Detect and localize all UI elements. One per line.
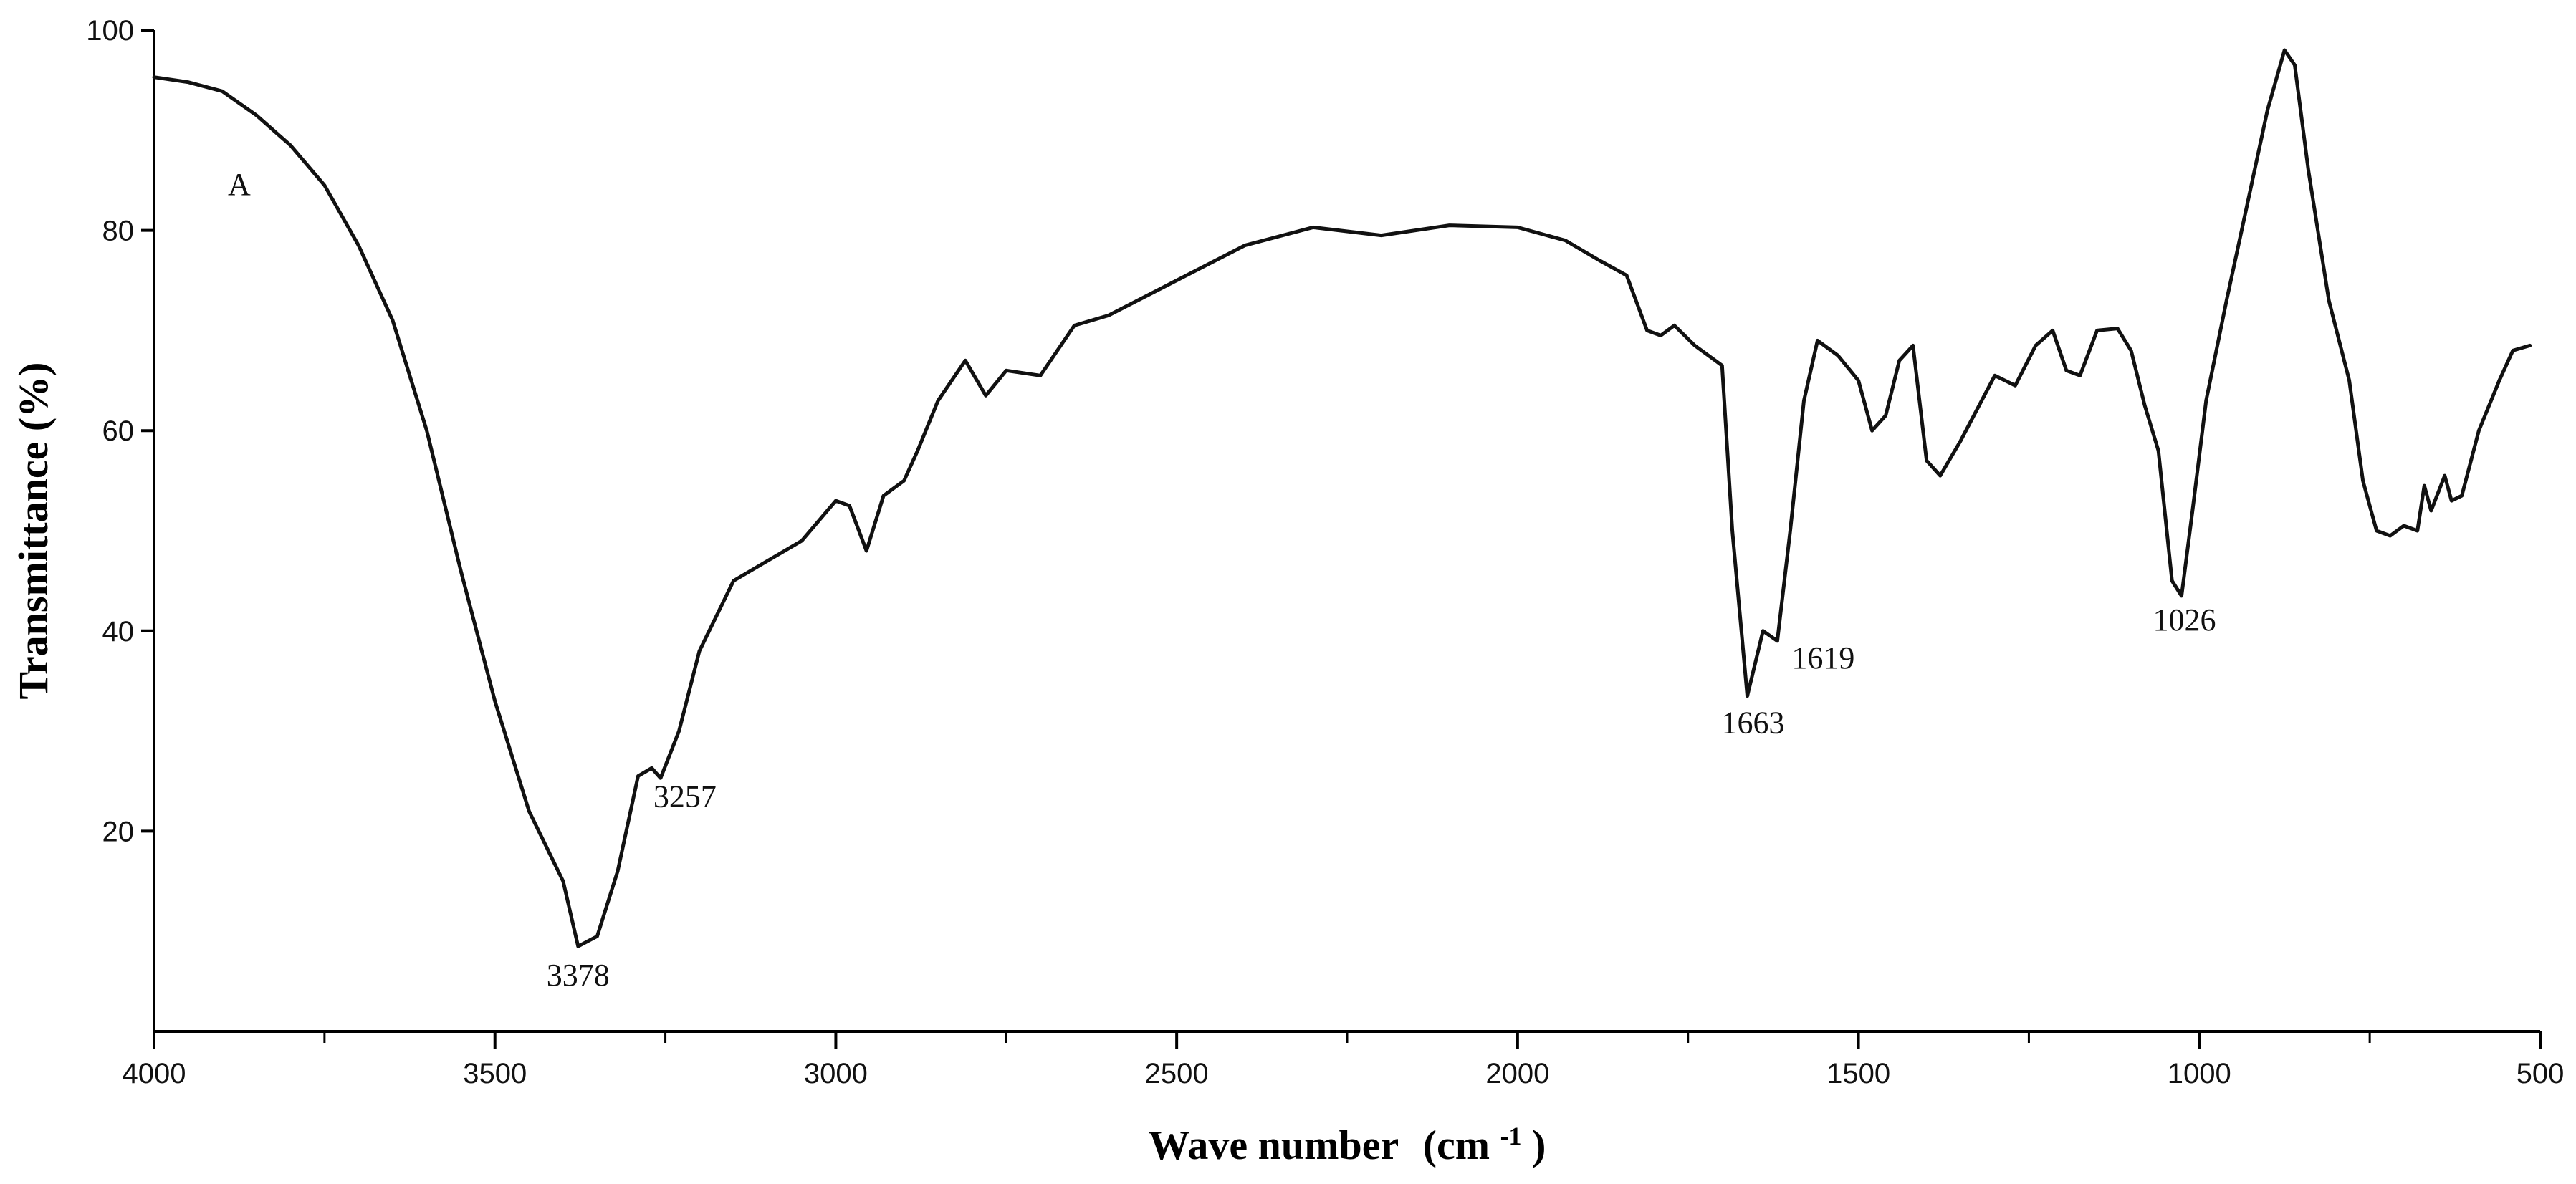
ticks: 4000 3500 3000 2500 2000 1500 1000 500 20 40 60 80 1… [86, 15, 2564, 1089]
x-axis-title-unit-superscript: -1 [1500, 1122, 1522, 1150]
peak-label-1619: 1619 [1791, 640, 1854, 675]
peak-label-1026: 1026 [2153, 602, 2216, 637]
peak-label-3378: 3378 [547, 958, 610, 993]
y-tick-label: 40 [102, 616, 135, 648]
y-tick-label: 80 [102, 216, 135, 247]
y-axis-title: Transmittance (%) [10, 362, 57, 700]
peak-label-1663: 1663 [1721, 706, 1784, 741]
x-tick-label: 4000 [123, 1058, 186, 1089]
x-tick-label: 3500 [463, 1058, 527, 1089]
x-axis-title-unit-prefix: (cm [1423, 1122, 1490, 1168]
panel-label: A [228, 167, 251, 202]
x-axis-title-main: Wave number [1149, 1122, 1399, 1168]
x-tick-label: 3000 [804, 1058, 868, 1089]
transmittance-series-line [152, 48, 2532, 948]
y-tick-label: 20 [102, 816, 135, 847]
x-tick-label: 2000 [1485, 1058, 1549, 1089]
axes [153, 30, 2540, 1033]
x-tick-label: 1500 [1826, 1058, 1890, 1089]
x-axis-title-unit-suffix: ) [1532, 1122, 1546, 1168]
x-axis-title: Wave number (cm -1 ) [1149, 1107, 1546, 1168]
peak-label-3257: 3257 [653, 779, 717, 814]
x-tick-label: 500 [2517, 1058, 2565, 1089]
x-tick-label: 1000 [2168, 1058, 2231, 1089]
x-tick-label: 2500 [1145, 1058, 1209, 1089]
y-tick-label: 60 [102, 415, 135, 447]
y-tick-label: 100 [86, 15, 134, 47]
